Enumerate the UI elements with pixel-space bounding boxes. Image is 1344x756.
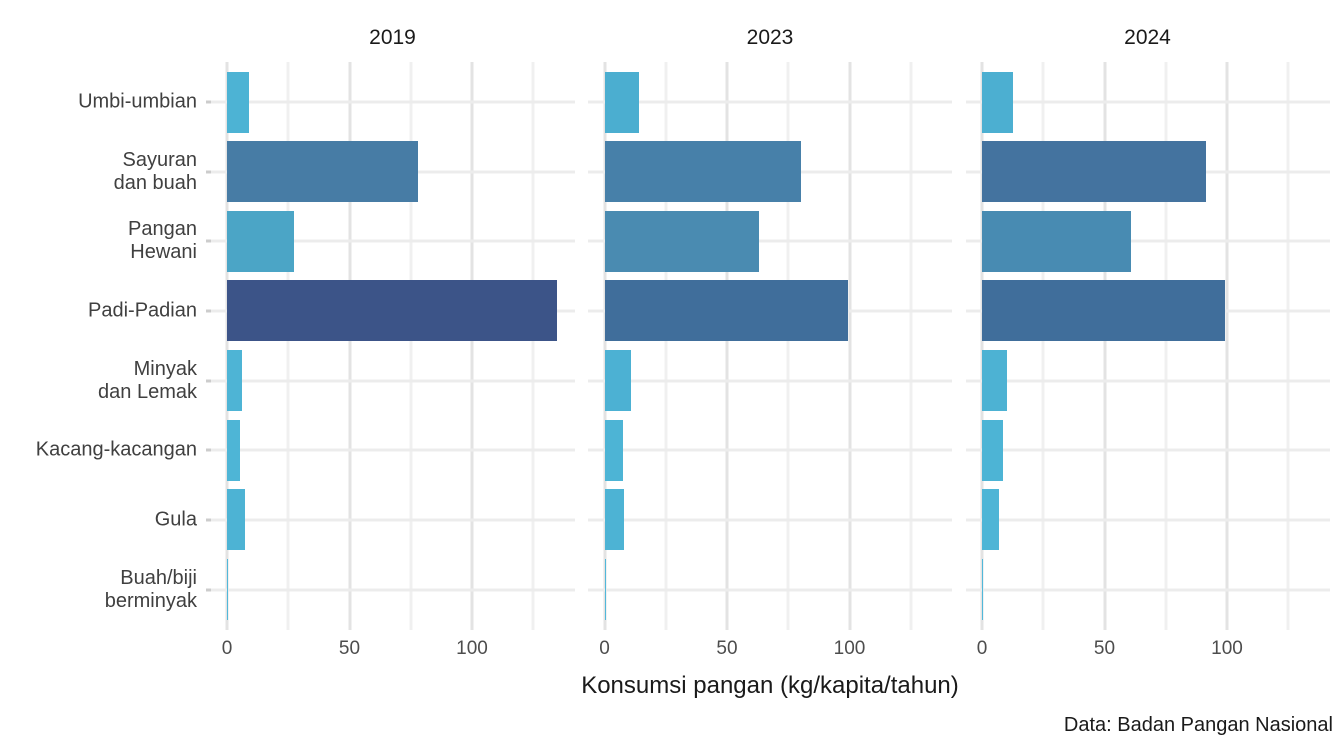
bar-2024-gula bbox=[982, 489, 1000, 551]
gridline-y-umbi-umbian bbox=[210, 100, 575, 104]
gridline-minor-x25 bbox=[664, 62, 668, 630]
bar-2023-kacang-kacangan bbox=[604, 419, 623, 481]
gridline-major-x100 bbox=[1225, 62, 1229, 630]
y-axis-label-padi-padian: Padi-Padian bbox=[0, 299, 197, 322]
y-axis-label-line: Hewani bbox=[130, 241, 197, 264]
bar-2024-minyak-dan-lemak bbox=[982, 350, 1007, 412]
panel-2024 bbox=[965, 62, 1330, 630]
bar-2019-umbi-umbian bbox=[227, 71, 250, 133]
gridline-major-x50 bbox=[725, 62, 729, 630]
y-axis-label-line: Minyak bbox=[133, 357, 197, 380]
y-axis-label-line: berminyak bbox=[104, 589, 197, 612]
y-axis-label-line: Buah/biji bbox=[120, 566, 197, 589]
bar-2019-pangan-hewani bbox=[227, 210, 295, 272]
gridline-minor-x125 bbox=[1286, 62, 1290, 630]
y-axis-label-line: Gula bbox=[154, 508, 197, 531]
y-axis-label-line: Umbi-umbian bbox=[78, 90, 197, 113]
bar-2024-padi-padian bbox=[982, 280, 1225, 342]
bar-2023-minyak-dan-lemak bbox=[604, 350, 632, 412]
gridline-major-x0 bbox=[603, 62, 606, 630]
x-tick-label-2019-0: 0 bbox=[221, 638, 233, 659]
gridline-y-kacang-kacangan bbox=[965, 448, 1330, 452]
gridline-y-kacang-kacangan bbox=[588, 448, 952, 452]
bar-2024-kacang-kacangan bbox=[982, 419, 1003, 481]
caption: Data: Badan Pangan Nasional bbox=[1063, 714, 1333, 736]
y-axis-label-pangan-hewani: Pangan Hewani bbox=[0, 218, 197, 264]
gridline-minor-x125 bbox=[909, 62, 913, 630]
gridline-y-buah-biji-berminyak bbox=[965, 588, 1330, 592]
bar-2019-kacang-kacangan bbox=[227, 419, 241, 481]
x-axis-title: Konsumsi pangan (kg/kapita/tahun) bbox=[581, 672, 959, 699]
bar-2023-pangan-hewani bbox=[604, 210, 759, 272]
gridline-minor-x25 bbox=[1041, 62, 1045, 630]
gridline-y-minyak-dan-lemak bbox=[965, 379, 1330, 383]
gridline-minor-x75 bbox=[409, 62, 413, 630]
y-axis-label-line: Pangan bbox=[128, 218, 197, 241]
gridline-y-pangan-hewani bbox=[210, 239, 575, 243]
y-axis-label-umbi-umbian: Umbi-umbian bbox=[0, 91, 197, 114]
bar-2019-padi-padian bbox=[227, 280, 557, 342]
bar-2023-umbi-umbian bbox=[604, 71, 639, 133]
gridline-minor-x125 bbox=[531, 62, 535, 630]
gridline-major-x50 bbox=[348, 62, 351, 630]
gridline-y-minyak-dan-lemak bbox=[588, 379, 952, 383]
y-axis-label-line: dan buah bbox=[113, 171, 197, 194]
gridline-y-minyak-dan-lemak bbox=[210, 379, 575, 383]
facet-title-2023: 2023 bbox=[746, 26, 794, 49]
bar-2023-sayuran-dan-buah bbox=[604, 141, 801, 203]
bar-2019-sayuran-dan-buah bbox=[227, 141, 419, 203]
gridline-minor-x25 bbox=[286, 62, 290, 630]
x-tick-label-2019-50: 50 bbox=[338, 638, 361, 659]
gridline-y-buah-biji-berminyak bbox=[210, 588, 575, 592]
gridline-major-x100 bbox=[848, 62, 851, 630]
gridline-major-x0 bbox=[980, 62, 984, 630]
panel-2023 bbox=[588, 62, 952, 630]
facet-title-2024: 2024 bbox=[1124, 26, 1171, 49]
gridline-y-pangan-hewani bbox=[588, 239, 952, 243]
x-tick-label-2023-50: 50 bbox=[716, 638, 738, 659]
gridline-major-x0 bbox=[225, 62, 229, 630]
bar-2019-gula bbox=[227, 489, 246, 551]
bar-2024-buah-biji-berminyak bbox=[982, 559, 984, 621]
bar-2024-sayuran-dan-buah bbox=[982, 141, 1207, 203]
y-axis-label-line: Sayuran bbox=[122, 148, 198, 171]
gridline-y-kacang-kacangan bbox=[210, 448, 575, 452]
y-axis-label-kacang-kacangan: Kacang-kacangan bbox=[0, 439, 197, 462]
bar-2023-padi-padian bbox=[604, 280, 849, 342]
gridline-minor-x75 bbox=[786, 62, 790, 630]
bar-2024-pangan-hewani bbox=[982, 210, 1132, 272]
y-axis-label-line: dan Lemak bbox=[98, 380, 197, 403]
y-axis-label-gula: Gula bbox=[0, 508, 197, 531]
bar-2024-umbi-umbian bbox=[982, 71, 1013, 133]
y-axis-label-line: Padi-Padian bbox=[88, 299, 197, 322]
x-tick-label-2023-0: 0 bbox=[599, 638, 610, 659]
gridline-y-gula bbox=[965, 518, 1330, 522]
bar-2019-buah-biji-berminyak bbox=[227, 559, 229, 621]
gridline-y-pangan-hewani bbox=[965, 239, 1330, 243]
gridline-minor-x75 bbox=[1164, 62, 1168, 630]
gridline-y-buah-biji-berminyak bbox=[588, 588, 952, 592]
bar-2023-gula bbox=[604, 489, 625, 551]
gridline-major-x100 bbox=[470, 62, 474, 630]
x-tick-label-2023-100: 100 bbox=[833, 638, 866, 659]
gridline-y-umbi-umbian bbox=[965, 100, 1330, 104]
facet-title-2019: 2019 bbox=[369, 26, 416, 49]
y-axis-label-minyak-dan-lemak: Minyak dan Lemak bbox=[0, 358, 197, 404]
x-tick-label-2024-100: 100 bbox=[1211, 638, 1243, 659]
gridline-y-gula bbox=[210, 518, 575, 522]
x-tick-label-2024-0: 0 bbox=[976, 638, 988, 659]
bar-2023-buah-biji-berminyak bbox=[604, 559, 606, 621]
y-axis-label-line: Kacang-kacangan bbox=[35, 438, 197, 461]
panel-2019 bbox=[210, 62, 575, 630]
x-tick-label-2019-100: 100 bbox=[456, 638, 488, 659]
y-axis-label-buah-biji-berminyak: Buah/biji berminyak bbox=[0, 567, 197, 613]
x-tick-label-2024-50: 50 bbox=[1093, 638, 1116, 659]
gridline-y-gula bbox=[588, 518, 952, 522]
y-axis-label-sayuran-dan-buah: Sayuran dan buah bbox=[0, 149, 197, 195]
bar-2019-minyak-dan-lemak bbox=[227, 350, 242, 412]
gridline-major-x50 bbox=[1103, 62, 1106, 630]
gridline-y-umbi-umbian bbox=[588, 100, 952, 104]
